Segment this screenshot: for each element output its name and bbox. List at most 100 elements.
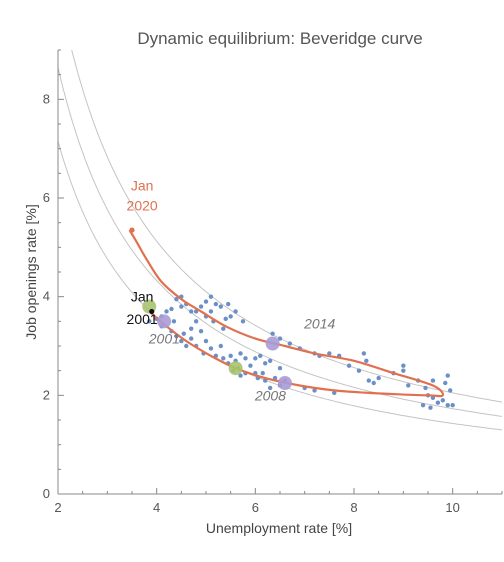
scatter-point (277, 366, 283, 371)
scatter-point (181, 331, 186, 336)
annotation-label: Jan (131, 289, 154, 305)
scatter-point (238, 351, 243, 356)
scatter-point (164, 309, 169, 314)
y-tick-label: 0 (43, 486, 50, 501)
scatter-point (221, 356, 226, 361)
scatter-point (198, 304, 204, 309)
scatter-point (208, 294, 214, 299)
annotations: Jan 2020 Jan 2001 2001 2014 2008 (127, 178, 336, 404)
scatter-point (448, 388, 453, 393)
end-dot (129, 227, 135, 233)
scatter-point (260, 370, 265, 376)
trajectory (128, 229, 445, 398)
scatter-point (243, 356, 248, 361)
scatter-point (238, 373, 243, 378)
scatter-point (270, 331, 275, 336)
scatter-point (213, 301, 219, 307)
purple-marker (277, 376, 292, 390)
annotation-label: Jan (131, 178, 154, 194)
x-axis-label: Unemployment rate [%] (206, 520, 352, 536)
scatter-point (218, 304, 223, 309)
annotation-label: 2020 (127, 197, 158, 213)
scatter-point (240, 319, 246, 324)
start-dot (149, 308, 155, 315)
scatter-point (221, 326, 226, 331)
x-tick-label: 6 (252, 500, 259, 515)
scatter-point (423, 385, 428, 391)
x-tick-label: 2 (54, 500, 61, 515)
scatter-point (267, 358, 273, 363)
trajectory-line (128, 229, 445, 398)
scatter-point (371, 380, 376, 386)
scatter-point (356, 368, 362, 373)
scatter-point (287, 341, 293, 346)
scatter-point (263, 361, 268, 366)
scatter-point (401, 368, 406, 373)
scatter-point (189, 336, 194, 341)
scatter-point (233, 309, 238, 314)
highlight-markers (129, 227, 292, 390)
scatter-point (184, 343, 189, 349)
scatter-point (248, 363, 253, 368)
scatter-point (277, 336, 283, 341)
scatter-point (332, 390, 337, 396)
y-tick-label: 6 (43, 190, 50, 205)
scatter-point (346, 363, 352, 368)
annotation-label: 2001 (148, 331, 180, 347)
scatter-point (267, 385, 273, 391)
scatter-point (208, 346, 214, 351)
scatter-point (327, 351, 332, 356)
scatter-point (218, 343, 223, 349)
scatter-point (147, 319, 152, 324)
scatter-point (198, 329, 204, 334)
scatter-point (174, 296, 179, 302)
scatter-point (179, 338, 184, 344)
annotation-label: 2014 (303, 316, 335, 332)
y-tick-label: 8 (43, 91, 50, 106)
scatter-point (428, 405, 433, 410)
y-tick-label: 2 (43, 387, 50, 402)
scatter-point (450, 403, 455, 408)
scatter-point (366, 378, 371, 383)
annotation-label: 2001 (127, 311, 158, 327)
y-axis-label: Job openings rate [%] (23, 204, 39, 339)
scatter-point (364, 358, 369, 363)
purple-marker (265, 336, 280, 351)
annotation-label: 2008 (254, 387, 286, 403)
scatter-point (189, 326, 194, 331)
equilibrium-curves (58, 50, 502, 431)
scatter-point (203, 299, 209, 304)
x-tick-label: 8 (350, 500, 357, 515)
equilibrium-curve-1 (58, 139, 502, 431)
scatter-point (253, 356, 258, 361)
scatter-point (203, 338, 209, 344)
scatter-point (208, 309, 214, 314)
x-tick-label: 10 (445, 500, 459, 515)
scatter-point (401, 363, 406, 368)
scatter-point (445, 373, 450, 378)
scatter-point (445, 403, 450, 408)
x-tick-label: 4 (153, 500, 160, 515)
scatter-point (228, 314, 233, 319)
chart-title: Dynamic equilibrium: Beveridge curve (137, 29, 422, 48)
scatter-point (258, 353, 263, 359)
scatter-point (223, 316, 228, 322)
scatter-point (376, 375, 381, 381)
green-marker (228, 361, 243, 376)
equilibrium-curve-2 (58, 65, 502, 417)
scatter-point (430, 378, 436, 383)
scatter-point (226, 301, 231, 307)
scatter-point (443, 380, 448, 386)
purple-marker (157, 314, 172, 329)
y-tick-label: 4 (43, 289, 50, 304)
scatter-point (406, 383, 411, 388)
scatter-point (420, 403, 426, 408)
scatter-point (361, 351, 367, 356)
scatter-point (440, 398, 445, 403)
scatter-point (312, 388, 317, 393)
scatter-point (435, 400, 441, 405)
scatter-point (228, 353, 233, 359)
scatter-point (189, 309, 194, 314)
